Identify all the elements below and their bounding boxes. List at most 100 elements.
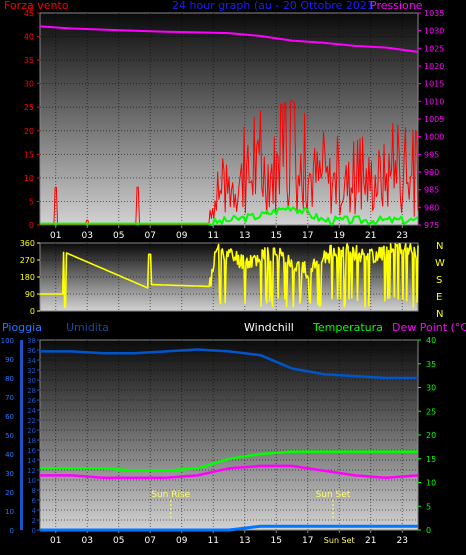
wind-y-tick-label: 10 xyxy=(24,174,34,183)
wind-axis-title: Forza vento xyxy=(4,0,69,12)
windchill-legend: Windchill xyxy=(244,321,294,334)
wind-y-tick-label: 35 xyxy=(24,56,34,65)
humidity-y-tick-label: 6 xyxy=(32,497,37,505)
direction-y-tick-label: 270 xyxy=(20,256,35,265)
rain-y-tick-label: 80 xyxy=(5,375,14,383)
rain-y-tick-label: 50 xyxy=(5,432,14,440)
wind-y-tick-label: 25 xyxy=(24,103,34,112)
humidity-x-tick-label: 15 xyxy=(271,536,282,546)
temperature-y-tick-label: 25 xyxy=(426,407,436,416)
humidity-y-tick-label: 26 xyxy=(27,397,36,405)
humidity-y-tick-label: 22 xyxy=(27,417,36,425)
humidity-line xyxy=(40,348,418,380)
direction-y-tick-label: 360 xyxy=(20,239,35,248)
temperature-y-tick-label: 0 xyxy=(426,526,431,535)
humidity-y-tick-label: 4 xyxy=(32,507,37,515)
wind-x-tick-label: 15 xyxy=(271,231,282,241)
wind-y-tick-label: 0 xyxy=(29,221,34,230)
wind-x-tick-label: 17 xyxy=(302,231,313,241)
pressure-y-tick-label: 1000 xyxy=(424,133,444,142)
direction-y-tick-label: 90 xyxy=(25,290,35,299)
humidity-x-tick-label: 23 xyxy=(397,536,408,546)
rain-y-tick-label: 70 xyxy=(5,394,14,402)
pressure-y-tick-label: 985 xyxy=(424,186,439,195)
humidity-y-tick-label: 36 xyxy=(27,347,36,355)
rain-y-tick-label: 40 xyxy=(5,451,14,459)
pressure-line xyxy=(39,25,419,53)
humidity-y-tick-label: 34 xyxy=(27,357,36,365)
humidity-y-tick-label: 38 xyxy=(27,337,36,345)
humidity-temperature-plot-area xyxy=(39,339,419,531)
wind-direction-line xyxy=(40,243,419,309)
humidity-y-tick-label: 28 xyxy=(27,387,36,395)
direction-y-tick-label: 180 xyxy=(20,273,35,282)
sunrise-label: Sun Rise xyxy=(151,490,190,500)
wind-x-tick-label: 13 xyxy=(239,231,250,241)
wind-force-line xyxy=(40,100,419,226)
humidity-axis-title: Umidita xyxy=(66,321,109,334)
humidity-y-tick-label: 14 xyxy=(27,457,36,465)
pressure-y-tick-label: 975 xyxy=(424,221,439,230)
rain-y-tick-label: 100 xyxy=(1,337,14,345)
dewpoint-legend: Dew Point (°C) xyxy=(392,321,466,334)
compass-e: E xyxy=(436,292,442,303)
wind-y-tick-label: 5 xyxy=(29,197,34,206)
temperature-y-tick-label: 20 xyxy=(426,431,436,440)
pressure-y-tick-label: 1010 xyxy=(424,97,444,106)
wind-y-tick-label: 45 xyxy=(24,9,34,18)
humidity-x-tick-label: Sun Set xyxy=(324,536,355,545)
wind-x-tick-label: 07 xyxy=(145,231,156,241)
wind-gust-line xyxy=(40,205,419,226)
temperature-y-tick-label: 35 xyxy=(426,360,436,369)
direction-y-tick-label: 0 xyxy=(30,307,35,316)
humidity-y-tick-label: 32 xyxy=(27,367,36,375)
temperature-line xyxy=(40,450,418,472)
humidity-y-tick-label: 12 xyxy=(27,467,36,475)
pressure-y-tick-label: 1025 xyxy=(424,44,444,53)
wind-x-tick-label: 23 xyxy=(397,231,408,241)
chart-title: 24 hour graph (au - 20 Ottobre 2021 xyxy=(172,0,374,12)
pressure-y-tick-label: 995 xyxy=(424,150,439,159)
humidity-y-tick-label: 30 xyxy=(27,377,36,385)
humidity-y-tick-label: 10 xyxy=(27,477,36,485)
pressure-y-tick-label: 1020 xyxy=(424,62,444,71)
wind-x-tick-label: 11 xyxy=(208,231,219,241)
humidity-y-tick-label: 0 xyxy=(32,527,36,535)
rain-y-tick-label: 30 xyxy=(5,470,14,478)
wind-x-tick-label: 21 xyxy=(365,231,376,241)
wind-x-tick-label: 05 xyxy=(113,231,124,241)
wind-x-tick-label: 19 xyxy=(334,231,346,241)
humidity-x-tick-label: 17 xyxy=(302,536,313,546)
rain-line xyxy=(40,524,418,532)
temperature-y-tick-label: 5 xyxy=(426,502,431,511)
pressure-y-tick-label: 1015 xyxy=(424,80,444,89)
temperature-y-tick-label: 10 xyxy=(426,479,436,488)
temperature-y-tick-label: 30 xyxy=(426,384,436,393)
rain-y-tick-label: 90 xyxy=(5,356,14,364)
temperature-y-tick-label: 40 xyxy=(426,336,436,345)
pressure-axis-title: Pressione xyxy=(370,0,423,12)
rain-y-tick-label: 10 xyxy=(5,508,14,516)
wind-x-tick-label: 09 xyxy=(176,231,188,241)
humidity-y-tick-label: 16 xyxy=(27,447,36,455)
sunset-label: Sun Set xyxy=(316,490,351,500)
pressure-y-tick-label: 1035 xyxy=(424,9,444,18)
rain-y-tick-label: 20 xyxy=(5,489,14,497)
compass-w: W xyxy=(435,258,445,269)
pressure-y-tick-label: 990 xyxy=(424,168,439,177)
humidity-y-tick-label: 24 xyxy=(27,407,36,415)
wind-y-tick-label: 15 xyxy=(24,150,34,159)
rain-axis-title: Pioggia xyxy=(2,321,42,334)
rain-y-tick-label: 60 xyxy=(5,413,14,421)
wind-x-tick-label: 01 xyxy=(50,231,61,241)
humidity-x-tick-label: 13 xyxy=(239,536,250,546)
humidity-x-tick-label: 07 xyxy=(145,536,156,546)
humidity-x-tick-label: 01 xyxy=(50,536,61,546)
compass-s: S xyxy=(436,275,442,286)
temperature-y-tick-label: 15 xyxy=(426,455,436,464)
compass-n-top: N xyxy=(436,241,443,252)
humidity-x-tick-label: 11 xyxy=(208,536,219,546)
humidity-y-tick-label: 2 xyxy=(32,517,36,525)
humidity-x-tick-label: 21 xyxy=(365,536,376,546)
